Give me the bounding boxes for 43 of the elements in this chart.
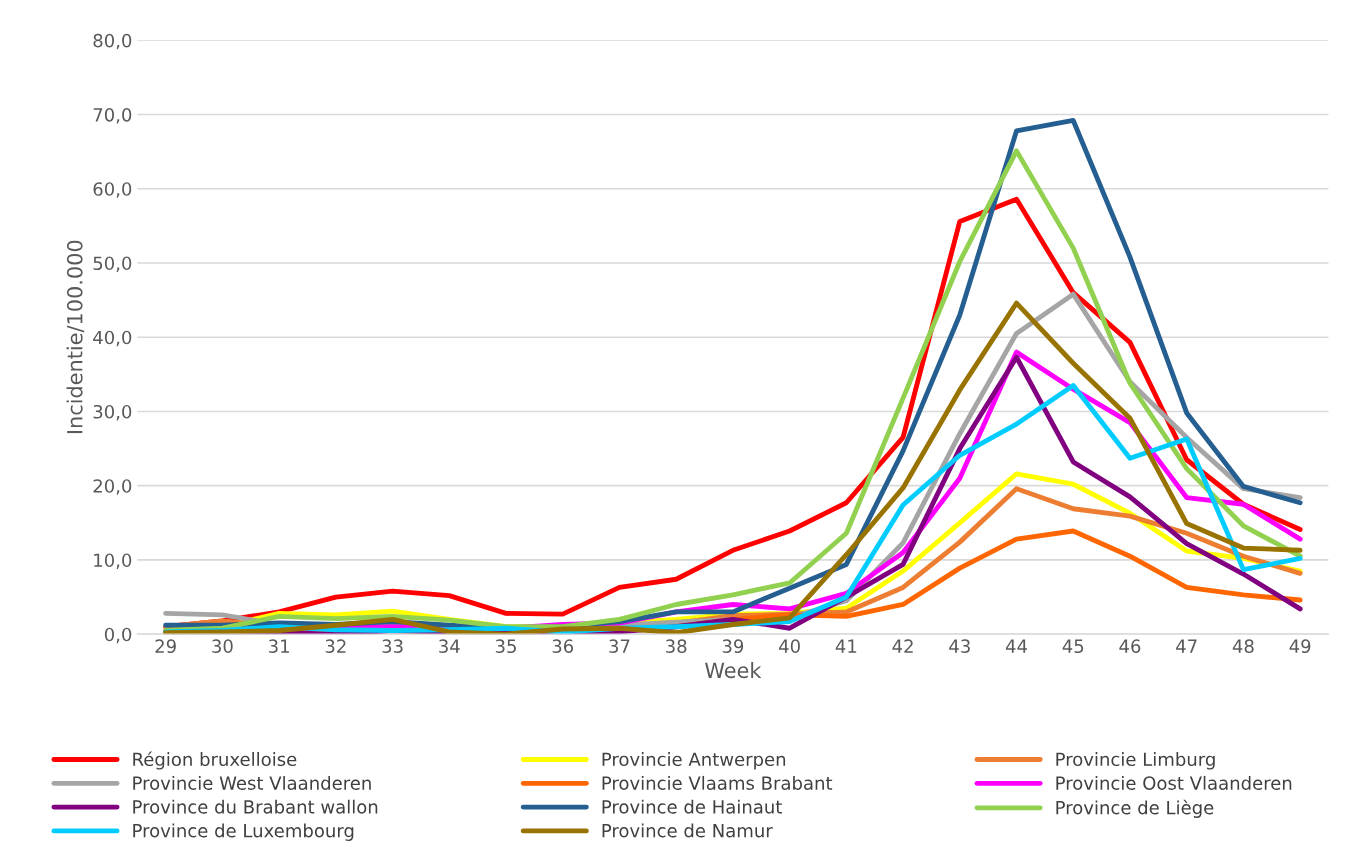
x-tick-label: 43 [949,639,970,654]
x-tick-label: 48 [1232,639,1254,654]
legend-label: Provincie Limburg [1056,752,1215,770]
x-tick-label: 36 [552,639,574,654]
legend-label: Provincie Antwerpen [602,752,786,770]
x-tick-label: 47 [1176,639,1197,653]
x-tick-label: 41 [835,639,857,653]
legend-label: Province de Hainaut [602,799,782,814]
x-tick-label: 45 [1062,639,1084,654]
y-tick-label: 70,0 [93,107,132,124]
x-tick-label: 37 [609,639,630,654]
y-axis-title: Incidentie/100.000 [66,240,85,434]
x-tick-label: 34 [439,639,460,654]
legend-label: Provincie West Vlaanderen [133,775,371,790]
x-tick-label: 39 [722,639,744,654]
x-tick-label: 30 [212,639,233,654]
legend-label: Province de Namur [602,823,773,838]
y-tick-label: 30,0 [93,404,132,421]
y-tick-label: 20,0 [93,479,132,495]
x-tick-label: 29 [155,639,176,654]
legend-label: Province du Brabant wallon [133,799,378,814]
legend-label: Provincie Vlaams Brabant [602,775,833,790]
x-tick-label: 49 [1289,639,1311,654]
x-tick-label: 32 [325,639,346,654]
legend-label: Région bruxelloise [133,751,297,770]
x-axis-title: Week [705,662,762,679]
y-tick-label: 0,0 [104,627,132,644]
legend-label: Province de Liège [1056,799,1214,818]
x-tick-label: 38 [666,639,687,654]
y-tick-label: 50,0 [93,256,132,272]
x-tick-label: 35 [495,639,516,654]
y-tick-label: 10,0 [94,553,132,569]
x-tick-label: 46 [1119,639,1141,654]
y-tick-label: 40,0 [93,330,132,347]
x-tick-label: 33 [382,639,403,654]
x-tick-label: 31 [268,639,289,654]
x-tick-label: 44 [1005,639,1027,653]
x-tick-label: 42 [892,639,913,653]
y-tick-label: 60,0 [93,182,132,198]
y-tick-label: 80,0 [93,33,132,50]
legend-label: Province de Luxembourg [133,823,354,841]
x-tick-label: 40 [779,639,800,654]
legend-label: Provincie Oost Vlaanderen [1056,775,1292,790]
